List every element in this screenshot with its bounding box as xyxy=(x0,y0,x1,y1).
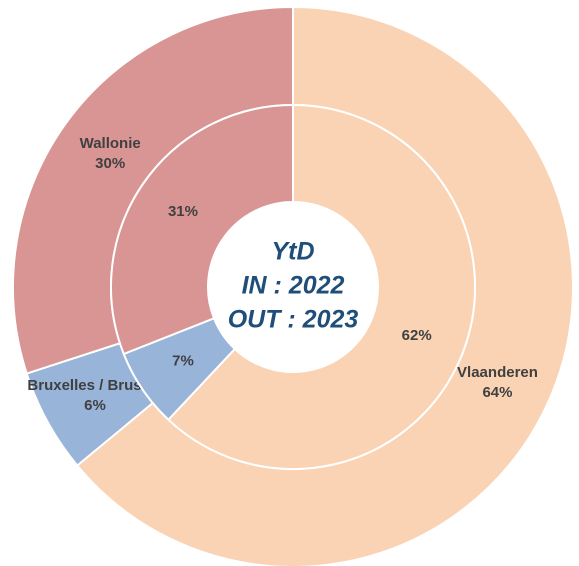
donut-slice xyxy=(166,103,476,470)
value-label: 7% xyxy=(172,353,194,370)
category-label: Bruxelles / Brussel xyxy=(27,377,162,394)
value-label: 30% xyxy=(95,155,125,172)
donut-slice xyxy=(110,103,294,356)
category-label: Wallonie xyxy=(80,135,141,152)
center-text: YtD xyxy=(271,238,314,266)
value-label: 31% xyxy=(168,203,198,220)
value-label: 64% xyxy=(482,384,512,401)
value-label: 62% xyxy=(402,327,432,344)
center-text: IN : 2022 xyxy=(242,272,345,300)
value-label: 6% xyxy=(84,397,106,414)
category-label: Vlaanderen xyxy=(457,364,538,381)
center-text: OUT : 2023 xyxy=(228,306,359,334)
